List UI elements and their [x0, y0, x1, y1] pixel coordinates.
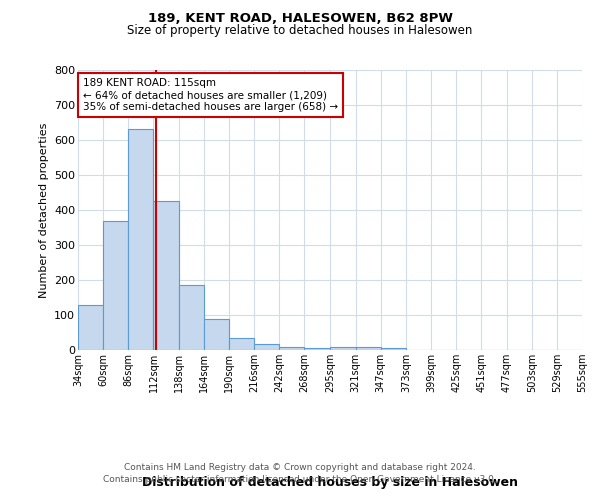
Bar [254, 344, 279, 350]
Bar [128, 130, 154, 350]
Bar [179, 285, 204, 350]
Bar [154, 201, 179, 350]
Text: 189, KENT ROAD, HALESOWEN, B62 8PW: 189, KENT ROAD, HALESOWEN, B62 8PW [148, 12, 452, 26]
Bar [356, 347, 381, 350]
Bar [204, 318, 229, 350]
Bar [103, 220, 128, 350]
Bar [381, 348, 406, 350]
Bar [304, 348, 329, 350]
Text: Size of property relative to detached houses in Halesowen: Size of property relative to detached ho… [127, 24, 473, 37]
X-axis label: Distribution of detached houses by size in Halesowen: Distribution of detached houses by size … [142, 476, 518, 488]
Text: 189 KENT ROAD: 115sqm
← 64% of detached houses are smaller (1,209)
35% of semi-d: 189 KENT ROAD: 115sqm ← 64% of detached … [83, 78, 338, 112]
Y-axis label: Number of detached properties: Number of detached properties [38, 122, 49, 298]
Bar [279, 347, 304, 350]
Bar [331, 347, 356, 350]
Text: Contains HM Land Registry data © Crown copyright and database right 2024.: Contains HM Land Registry data © Crown c… [124, 464, 476, 472]
Bar [78, 304, 103, 350]
Bar [229, 338, 254, 350]
Text: Contains public sector information licensed under the Open Government Licence v3: Contains public sector information licen… [103, 475, 497, 484]
